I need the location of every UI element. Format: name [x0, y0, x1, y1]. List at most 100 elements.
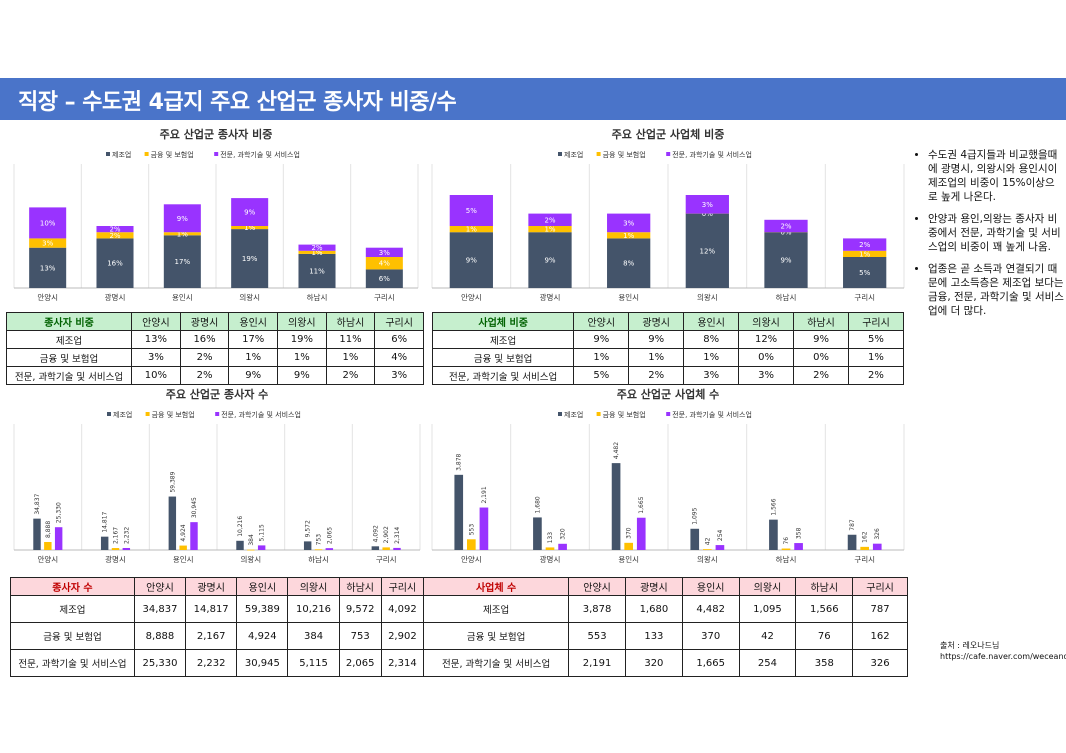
data-label: 2,191 — [481, 486, 488, 503]
table-row: 전문, 과학기술 및 서비스업 25,330 2,232 30,945 5,115 2,0… — [10, 649, 425, 677]
data-label: 1,680 — [534, 496, 541, 513]
bar-professional — [54, 527, 63, 550]
table-cell: 2% — [179, 348, 230, 367]
x-tick-label: 구리시 — [854, 293, 875, 302]
chart-business-count: 주요 산업군 사업체 수 제조업 금융 및 보험업 전문, 과학기술 및 서비스업 안양… — [428, 384, 908, 568]
data-label: 17% — [175, 258, 191, 266]
table-cell: 1,680 — [624, 595, 683, 623]
data-label: 2% — [780, 223, 791, 231]
data-label: 5% — [859, 269, 870, 277]
legend-swatch-professional — [214, 152, 219, 156]
table-cell: 19% — [277, 330, 327, 349]
data-label: 13% — [40, 264, 56, 272]
data-label: 30,945 — [191, 497, 198, 518]
data-label: 4,924 — [180, 524, 187, 541]
table-cell: 10,216 — [287, 595, 340, 623]
table-cell: 787 — [852, 595, 908, 623]
data-label: 6% — [379, 275, 390, 283]
table-cell: 162 — [852, 622, 908, 650]
data-label: 9% — [466, 257, 477, 265]
table-cell: 753 — [338, 622, 382, 650]
table-cell: 13% — [131, 330, 181, 349]
bar-manufacturing — [449, 232, 493, 288]
data-label: 9% — [244, 209, 255, 217]
data-label: 1% — [177, 230, 188, 238]
table-cell: 59,389 — [236, 595, 289, 623]
table-cell: 1,665 — [681, 649, 740, 677]
column-header: 안양시 — [568, 577, 626, 596]
table-row: 금융 및 보험업 3% 2% 1% 1% 1% 4% — [5, 348, 424, 367]
bar-manufacturing — [690, 528, 700, 550]
column-header: 하남시 — [338, 577, 382, 596]
table-cell: 12% — [738, 330, 795, 349]
row-header: 제조업 — [422, 595, 570, 623]
row-header: 제조업 — [5, 330, 133, 349]
table-cell: 9% — [277, 366, 327, 385]
bar-finance — [247, 549, 255, 551]
bar-manufacturing — [29, 247, 67, 288]
bar-finance — [703, 549, 712, 550]
bar-manufacturing — [847, 534, 857, 550]
table-header-row: 사업체 비중 안양시 광명시 용인시 의왕시 하남시 구리시 — [431, 312, 905, 331]
table-cell: 9% — [793, 330, 849, 349]
legend-label-professional: 전문, 과학기술 및 서비스업 — [672, 410, 752, 419]
bar-professional — [231, 198, 269, 226]
x-tick-label: 구리시 — [374, 293, 395, 302]
bar-professional — [764, 219, 808, 233]
table-cell: 1% — [847, 348, 905, 367]
table-header-row: 종사자 수 안양시 광명시 용인시 의왕시 하남시 구리시 — [10, 577, 425, 596]
table-cell: 133 — [624, 622, 683, 650]
data-label: 254 — [717, 529, 724, 541]
table-cell: 17% — [228, 330, 279, 349]
data-label: 9,572 — [305, 520, 312, 537]
column-header: 용인시 — [683, 312, 740, 331]
data-label: 358 — [796, 527, 803, 539]
table-cell: 8,888 — [133, 622, 187, 650]
x-tick-label: 안양시 — [37, 554, 58, 564]
bar-manufacturing — [611, 463, 621, 550]
bar-manufacturing — [163, 235, 201, 288]
x-tick-label: 용인시 — [172, 292, 193, 302]
bar-manufacturing — [303, 541, 312, 550]
bar-finance — [624, 542, 633, 550]
table-row: 제조업 13% 16% 17% 19% 11% 6% — [5, 330, 424, 349]
bar-manufacturing — [365, 269, 403, 288]
bar-finance — [96, 232, 134, 239]
table-cell: 0% — [738, 348, 795, 367]
bar-manufacturing — [607, 238, 651, 288]
data-label: 2,167 — [113, 527, 120, 544]
table-cell: 1,095 — [738, 595, 797, 623]
bar-professional — [325, 548, 334, 550]
chart-title: 주요 산업군 종사자 수 — [166, 387, 269, 401]
row-header: 전문, 과학기술 및 서비스업 — [422, 649, 570, 677]
column-header: 안양시 — [133, 577, 187, 596]
x-tick-label: 광명시 — [105, 554, 126, 564]
column-header: 광명시 — [628, 312, 685, 331]
row-header: 전문, 과학기술 및 서비스업 — [5, 366, 133, 385]
table-cell: 5% — [847, 330, 905, 349]
data-label: 2% — [109, 232, 120, 240]
bar-professional — [685, 195, 729, 214]
data-label: 4,092 — [372, 525, 379, 542]
data-label: 787 — [849, 519, 856, 531]
legend-swatch-manufacturing — [558, 412, 562, 416]
table-cell: 2,314 — [380, 649, 425, 677]
table-cell: 8% — [683, 330, 740, 349]
legend-label-finance: 금융 및 보험업 — [151, 151, 194, 159]
x-tick-label: 하남시 — [776, 554, 797, 564]
data-label: 553 — [468, 524, 475, 536]
table-cell: 11% — [325, 330, 376, 349]
data-label: 59,389 — [169, 471, 176, 492]
bar-professional — [393, 547, 401, 550]
legend-swatch-professional — [666, 152, 671, 156]
data-label: 0% — [702, 210, 713, 218]
table-cell: 76 — [795, 622, 854, 650]
data-label: 4% — [379, 260, 390, 268]
table-cell: 384 — [287, 622, 340, 650]
legend-swatch-finance — [596, 412, 601, 416]
legend-swatch-professional — [215, 412, 220, 416]
data-label: 2% — [544, 216, 555, 224]
bar-professional — [29, 207, 67, 239]
x-tick-label: 하남시 — [776, 292, 797, 302]
